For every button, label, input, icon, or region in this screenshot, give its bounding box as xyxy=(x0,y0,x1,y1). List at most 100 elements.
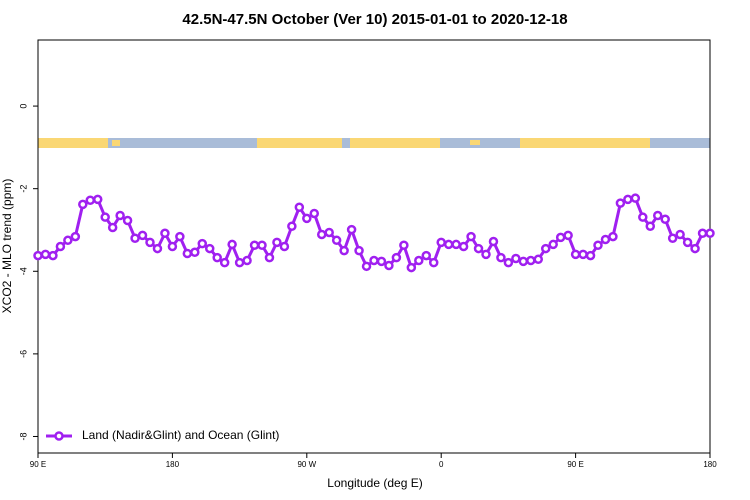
data-point xyxy=(287,221,297,232)
data-point xyxy=(346,224,357,235)
data-point xyxy=(122,215,133,226)
y-tick-label: -6 xyxy=(18,350,28,358)
data-point xyxy=(645,221,656,232)
x-tick-label: 90 E xyxy=(30,460,46,469)
x-tick-label: 90 W xyxy=(297,460,316,469)
data-point xyxy=(548,239,558,250)
data-point xyxy=(130,233,140,243)
y-tick-label: -2 xyxy=(18,185,28,193)
data-point xyxy=(399,240,409,251)
data-point xyxy=(458,241,469,252)
data-point xyxy=(234,257,245,268)
data-point xyxy=(272,237,282,248)
data-point xyxy=(294,202,305,213)
data-point xyxy=(705,228,715,239)
data-point xyxy=(667,233,678,243)
data-point xyxy=(249,240,260,251)
data-point xyxy=(145,237,155,248)
land-ocean-strip xyxy=(38,138,710,148)
data-point xyxy=(152,243,163,254)
data-point xyxy=(219,257,230,268)
data-point xyxy=(623,194,633,205)
plot-frame xyxy=(37,39,711,454)
data-point xyxy=(197,238,208,249)
data-point xyxy=(376,256,387,267)
data-point xyxy=(40,249,51,260)
data-point xyxy=(324,227,334,238)
data-point xyxy=(690,243,700,254)
data-point xyxy=(540,243,551,254)
data-point xyxy=(227,239,237,250)
land xyxy=(257,138,342,148)
chart-title: 42.5N-47.5N October (Ver 10) 2015-01-01 … xyxy=(182,11,567,28)
data-point xyxy=(309,208,320,219)
data-point xyxy=(630,193,641,203)
data-point xyxy=(182,248,193,259)
legend-label: Land (Nadir&Glint) and Ocean (Glint) xyxy=(82,428,279,442)
data-point xyxy=(526,255,536,266)
data-point xyxy=(391,252,402,263)
data-point xyxy=(406,262,417,273)
data-point xyxy=(92,194,103,205)
data-point xyxy=(78,199,88,210)
x-tick-label: 90 E xyxy=(567,460,583,469)
data-point xyxy=(167,241,178,252)
x-tick-label: 0 xyxy=(439,460,444,469)
data-point xyxy=(160,228,170,239)
data-point xyxy=(137,230,148,241)
data-point xyxy=(279,241,290,252)
data-point xyxy=(331,235,342,246)
land xyxy=(350,138,440,148)
data-point xyxy=(70,231,81,242)
data-point xyxy=(511,253,521,264)
data-point xyxy=(518,256,529,267)
data-point xyxy=(115,210,125,221)
data-point xyxy=(107,222,118,233)
data-point xyxy=(570,249,581,260)
data-point xyxy=(361,261,372,272)
data-point xyxy=(481,249,491,260)
data-point xyxy=(675,229,685,240)
data-point xyxy=(100,212,110,222)
land xyxy=(520,138,650,148)
y-tick-label: -4 xyxy=(18,267,28,275)
x-axis-label: Longitude (deg E) xyxy=(327,476,422,490)
data-point xyxy=(496,252,506,263)
data-point xyxy=(85,195,96,205)
legend-marker xyxy=(54,431,64,441)
data-point xyxy=(257,240,267,251)
land xyxy=(38,138,108,148)
data-point xyxy=(384,260,394,271)
data-point xyxy=(600,234,611,245)
data-point xyxy=(264,252,275,263)
data-point xyxy=(533,254,544,265)
data-point xyxy=(414,255,424,266)
land xyxy=(112,140,120,146)
data-point xyxy=(697,228,708,239)
data-point xyxy=(204,243,215,254)
data-point xyxy=(369,255,379,266)
data-point xyxy=(660,214,670,224)
data-point xyxy=(503,257,514,268)
data-point xyxy=(682,237,693,248)
data-point xyxy=(48,250,58,261)
x-tick-label: 180 xyxy=(703,460,717,469)
data-point xyxy=(608,231,618,242)
data-point xyxy=(316,229,327,240)
data-point xyxy=(428,257,439,268)
data-point xyxy=(302,213,312,224)
data-point xyxy=(63,235,73,246)
data-point xyxy=(555,232,566,243)
data-point xyxy=(242,255,252,266)
data-point xyxy=(473,243,484,254)
data-point xyxy=(451,239,461,250)
data-point xyxy=(593,240,603,251)
x-tick-label: 180 xyxy=(166,460,180,469)
data-point xyxy=(652,210,663,221)
data-point xyxy=(638,212,648,222)
data-point xyxy=(443,239,454,250)
land xyxy=(470,140,480,145)
data-point xyxy=(212,252,222,263)
data-point xyxy=(585,250,596,261)
